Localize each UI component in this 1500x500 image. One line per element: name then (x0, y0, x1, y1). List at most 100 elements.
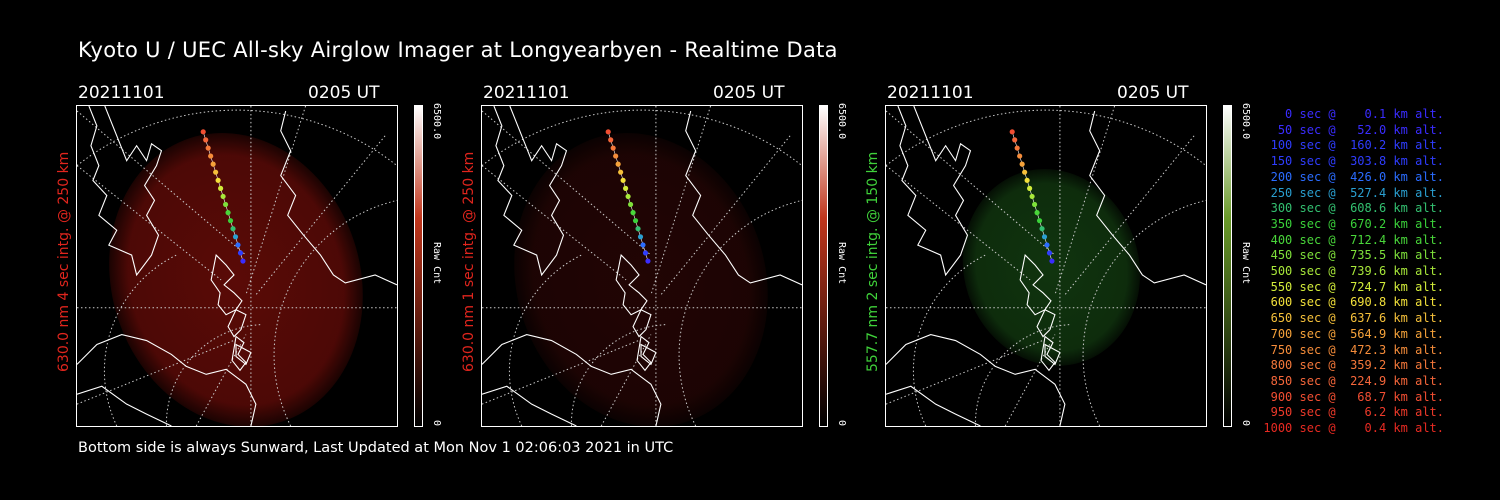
trajectory-point (623, 185, 629, 191)
grid-arc (508, 254, 582, 426)
grid-line (195, 334, 247, 426)
trajectory-point (610, 145, 616, 151)
page-title: Kyoto U / UEC All-sky Airglow Imager at … (78, 38, 838, 62)
airglow-emission (109, 133, 363, 426)
colorbar-unit-label: Raw Cnt (836, 242, 847, 285)
trajectory-point (1041, 234, 1048, 240)
colorbar-min-label: 0 (1240, 420, 1251, 427)
trajectory-point (210, 161, 216, 167)
colorbar-max-label: 6500.0 (431, 103, 442, 140)
grid-line (1004, 334, 1056, 426)
trajectory-point (215, 177, 221, 183)
legend-entry: 450 sec @ 735.5 km alt. (1263, 248, 1444, 263)
allsky-image-svg (77, 106, 397, 426)
allsky-image-map[interactable] (76, 105, 398, 427)
coastline (210, 253, 243, 316)
grid-line (1054, 106, 1116, 295)
trajectory-point (1014, 145, 1020, 151)
legend-entry: 200 sec @ 426.0 km alt. (1263, 169, 1444, 184)
coastline (77, 385, 172, 426)
allsky-image-map[interactable] (481, 105, 803, 427)
legend-entry: 750 sec @ 472.3 km alt. (1263, 342, 1444, 357)
colorbar (1223, 105, 1232, 427)
trajectory-point (235, 242, 241, 248)
panel-time: 0205 UT (1117, 83, 1189, 103)
grid-line (482, 165, 627, 281)
trajectory-point (1034, 210, 1040, 216)
coastline (1089, 110, 1206, 286)
coastline (640, 343, 657, 366)
trajectory-point (1031, 201, 1038, 208)
grid-line (650, 106, 712, 295)
grid-line (482, 339, 642, 405)
trajectory-legend: 0 sec @ 0.1 km alt. 50 sec @ 52.0 km alt… (1262, 107, 1444, 437)
legend-entry: 0 sec @ 0.1 km alt. (1263, 107, 1444, 121)
grid-line (77, 339, 237, 405)
trajectory-point (1022, 169, 1028, 175)
grid-line (886, 165, 1031, 281)
trajectory-point (230, 226, 236, 232)
trajectory-point (218, 185, 224, 191)
trajectory-point (1017, 153, 1023, 159)
trajectory-point (645, 258, 651, 264)
grid-line (886, 110, 1056, 256)
trajectory-point (227, 218, 234, 224)
trajectory-point (203, 137, 209, 143)
colorbar (819, 105, 828, 427)
trajectory-point (1019, 161, 1025, 167)
colorbar-max-label: 6500.0 (1240, 103, 1251, 140)
trajectory-point (640, 242, 646, 248)
grid-arc (912, 254, 986, 426)
coastline (235, 343, 252, 366)
coastline (1040, 335, 1056, 372)
trajectory-point (1036, 218, 1043, 224)
grid-line (245, 106, 307, 295)
coastline (886, 333, 1066, 426)
grid-line (886, 339, 1046, 405)
grid-arc (974, 324, 1070, 426)
panel-date: 20211101 (483, 83, 570, 103)
colorbar (414, 105, 423, 427)
coastline (482, 333, 662, 426)
trajectory-point (1049, 258, 1055, 264)
trajectory-point (232, 234, 239, 240)
trajectory-point (1044, 242, 1050, 248)
allsky-image-map[interactable] (885, 105, 1207, 427)
grid-arc (678, 199, 802, 426)
coastline (632, 308, 652, 338)
grid-arc (165, 324, 261, 426)
airglow-emission (962, 169, 1141, 366)
coastline (1044, 343, 1061, 366)
trajectory-point (237, 250, 244, 256)
trajectory-point (205, 145, 211, 151)
grid-arc (1082, 199, 1206, 426)
grid-arc (570, 324, 666, 426)
trajectory-point (620, 177, 626, 183)
grid-line (482, 110, 652, 256)
coastline (231, 335, 247, 372)
colorbar-unit-label: Raw Cnt (1240, 242, 1251, 285)
trajectory-point (613, 153, 619, 159)
trajectory-point (213, 169, 219, 175)
legend-entry: 500 sec @ 739.6 km alt. (1263, 264, 1444, 279)
coastline (685, 110, 802, 286)
grid-line (77, 165, 222, 281)
footer-note: Bottom side is always Sunward, Last Upda… (78, 440, 674, 456)
coastline (1036, 308, 1056, 338)
legend-entry: 800 sec @ 359.2 km alt. (1263, 358, 1444, 373)
legend-entry: 400 sec @ 712.4 km alt. (1263, 232, 1444, 247)
coastline (280, 110, 397, 286)
panel-wavelength-label: 557.7 nm 2 sec intg. @ 150 km (865, 151, 881, 372)
panel-time: 0205 UT (308, 83, 380, 103)
legend-entry: 100 sec @ 160.2 km alt. (1263, 138, 1444, 153)
trajectory-point (642, 250, 649, 256)
coastline (88, 106, 163, 277)
legend-entry: 150 sec @ 303.8 km alt. (1263, 154, 1444, 169)
legend-entry: 850 sec @ 224.9 km alt. (1263, 373, 1444, 388)
coastline (886, 385, 981, 426)
coastline (615, 253, 648, 316)
coastline (1019, 253, 1052, 316)
legend-entry: 1000 sec @ 0.4 km alt. (1263, 421, 1444, 436)
legend-entry: 50 sec @ 52.0 km alt. (1263, 122, 1444, 137)
legend-entry: 250 sec @ 527.4 km alt. (1263, 185, 1444, 200)
